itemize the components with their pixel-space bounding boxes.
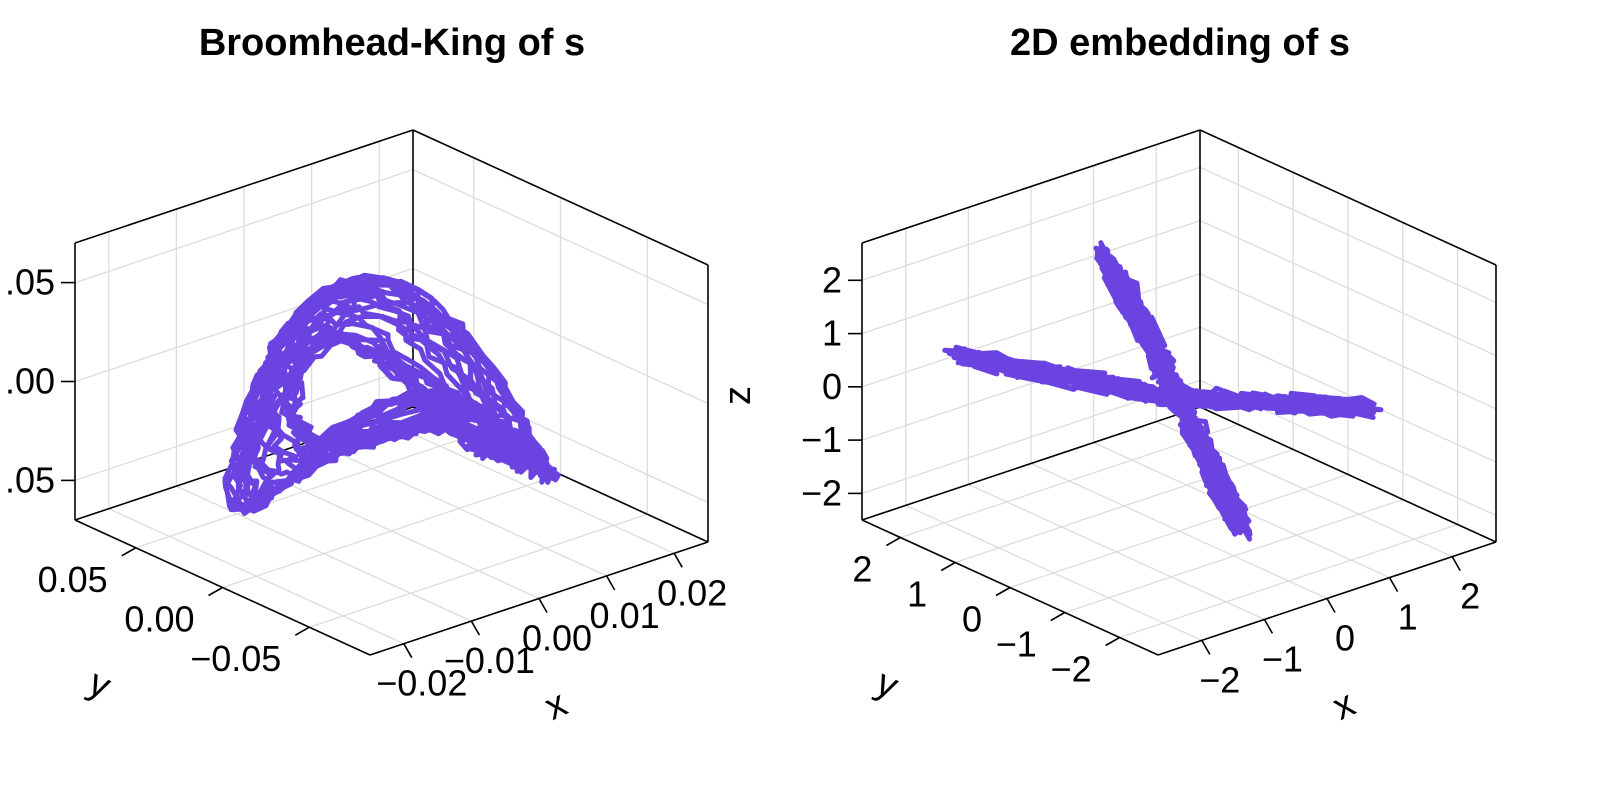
grid-floor-y xyxy=(222,473,561,589)
x-tick-label: 1 xyxy=(1398,597,1418,638)
x-tick-label: 0.02 xyxy=(657,572,727,613)
x-tick-label: 0 xyxy=(1335,618,1355,659)
x-axis-label: x xyxy=(538,683,573,729)
y-tick-mark xyxy=(940,561,956,572)
frame-edge xyxy=(861,129,1201,244)
trajectory-line xyxy=(942,240,1384,542)
grid-wall-z2 xyxy=(412,169,709,306)
y-tick-label: −1 xyxy=(996,624,1037,665)
y-tick-mark xyxy=(294,626,310,636)
x-axis-label: x xyxy=(1326,683,1361,729)
grid-wall-z1 xyxy=(861,166,1201,281)
y-tick-mark xyxy=(208,586,223,597)
x-tick-mark xyxy=(605,575,616,591)
y-tick-mark xyxy=(995,586,1011,597)
frame-edge xyxy=(1199,129,1497,266)
grid-wall-z1 xyxy=(861,273,1201,388)
z-tick-label: 2 xyxy=(822,259,842,300)
z-tick-label: −2 xyxy=(801,472,842,513)
x-tick-label: −0.01 xyxy=(444,640,535,681)
x-tick-label: 0.00 xyxy=(522,618,592,659)
chart-title: Broomhead-King of s xyxy=(199,22,585,64)
plot-panel-1: −0.02−0.010.000.010.02−0.050.000.05.05.0… xyxy=(5,22,727,729)
grid-wall-z2 xyxy=(412,267,709,405)
x-tick-mark xyxy=(673,552,683,568)
frame-edge xyxy=(861,406,1201,521)
y-tick-mark xyxy=(1105,636,1120,647)
y-tick-label: 0.00 xyxy=(124,599,194,640)
grid-floor-y xyxy=(309,513,648,628)
grid-floor-y xyxy=(135,434,474,549)
x-tick-label: 2 xyxy=(1460,576,1480,617)
grid-floor-y xyxy=(1119,523,1458,639)
y-tick-label: 1 xyxy=(907,574,927,615)
y-tick-mark xyxy=(121,547,137,557)
chart-title: 2D embedding of s xyxy=(1010,22,1350,64)
x-tick-label: 0.01 xyxy=(590,595,660,636)
y-tick-label: −2 xyxy=(1051,649,1092,690)
x-tick-label: −0.02 xyxy=(376,663,467,704)
z-tick-label: −1 xyxy=(801,419,842,460)
x-tick-mark xyxy=(1451,556,1461,571)
z-tick-label: 0 xyxy=(822,366,842,407)
y-tick-label: 2 xyxy=(852,549,872,590)
grid-wall-z2 xyxy=(1199,220,1497,357)
x-tick-label: −1 xyxy=(1262,638,1303,679)
grid-wall-z2 xyxy=(1199,326,1497,463)
grid-wall-z1 xyxy=(861,219,1201,335)
grid-floor-y xyxy=(900,423,1239,539)
x-tick-mark xyxy=(403,643,413,659)
y-tick-mark xyxy=(886,536,901,547)
y-tick-label: −0.05 xyxy=(190,638,281,679)
y-tick-label: 0 xyxy=(962,599,982,640)
z-tick-label: .00 xyxy=(5,361,55,402)
y-tick-label: 0.05 xyxy=(38,559,108,600)
grid-wall-z2 xyxy=(1199,273,1497,410)
x-tick-mark xyxy=(1263,619,1274,634)
x-tick-label: −2 xyxy=(1199,659,1240,700)
grid-wall-z1 xyxy=(74,168,414,284)
grid-floor-y xyxy=(954,448,1294,564)
grid-wall-z2 xyxy=(1199,166,1497,303)
z-tick-label: 1 xyxy=(822,313,842,354)
x-tick-mark xyxy=(1201,640,1211,655)
x-tick-mark xyxy=(538,598,548,613)
z-tick-label: .05 xyxy=(5,459,55,500)
frame-edge xyxy=(412,129,709,266)
y-axis-label: y xyxy=(82,662,117,708)
x-tick-mark xyxy=(1388,577,1399,592)
grid-floor-y xyxy=(1064,498,1404,614)
grid-floor-y xyxy=(1009,473,1349,589)
x-tick-mark xyxy=(1326,598,1336,613)
z-tick-label: .05 xyxy=(5,262,55,303)
frame-edge xyxy=(1199,406,1497,543)
y-axis-label: y xyxy=(870,662,905,708)
x-tick-mark xyxy=(470,620,481,636)
frame-edge xyxy=(74,129,414,244)
trajectory-line xyxy=(222,272,561,516)
z-axis-label: z xyxy=(717,386,759,405)
y-tick-mark xyxy=(1050,611,1066,622)
